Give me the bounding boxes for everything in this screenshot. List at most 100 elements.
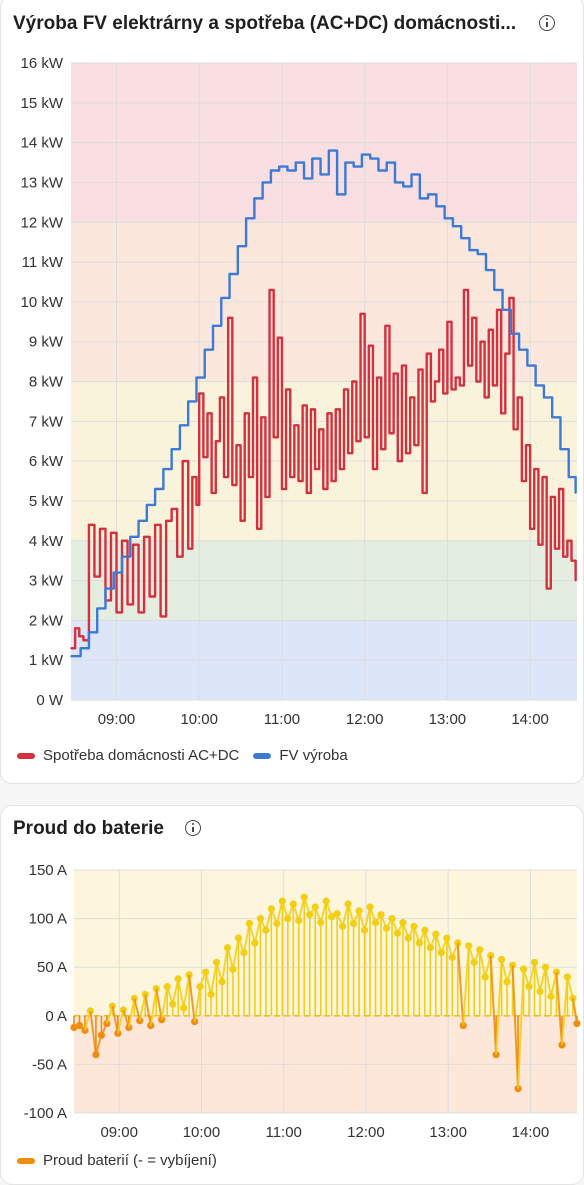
data-point-pv bbox=[567, 476, 570, 478]
data-point-battery bbox=[125, 1023, 133, 1032]
data-point-consumption bbox=[154, 524, 156, 526]
data-point-consumption bbox=[562, 555, 565, 558]
y-tick-label: 0 A bbox=[45, 1008, 67, 1025]
data-point-pv bbox=[394, 181, 396, 184]
y-tick-label: 16 kW bbox=[20, 55, 63, 72]
data-point-consumption bbox=[82, 639, 85, 642]
data-point-battery bbox=[404, 934, 413, 942]
legend-item-consumption[interactable]: Spotřeba domácnosti AC+DC bbox=[17, 747, 239, 764]
data-point-pv bbox=[361, 153, 363, 156]
data-point-pv bbox=[460, 237, 462, 239]
data-point-consumption bbox=[334, 408, 337, 411]
data-point-pv bbox=[162, 468, 165, 470]
y-tick-label: -100 A bbox=[24, 1105, 67, 1122]
data-point-consumption bbox=[99, 528, 101, 530]
data-point-consumption bbox=[277, 336, 279, 339]
data-point-consumption bbox=[570, 559, 573, 562]
y-tick-label: 3 kW bbox=[29, 573, 64, 590]
data-point-consumption bbox=[318, 428, 320, 431]
data-point-pv bbox=[574, 492, 577, 494]
series-segment bbox=[149, 988, 158, 1026]
data-point-consumption bbox=[496, 309, 498, 311]
data-point-battery bbox=[262, 926, 270, 934]
x-tick-label: 12:00 bbox=[347, 1124, 385, 1141]
series-segment bbox=[193, 986, 202, 1022]
data-point-consumption bbox=[248, 476, 250, 478]
x-tick-label: 14:00 bbox=[512, 1124, 550, 1141]
series-segment bbox=[533, 962, 541, 992]
data-point-consumption bbox=[438, 348, 440, 351]
data-point-consumption bbox=[260, 416, 263, 419]
data-point-consumption bbox=[301, 404, 304, 407]
y-tick-label: 1 kW bbox=[29, 652, 64, 669]
data-point-pv bbox=[369, 157, 371, 160]
legend-swatch-battery bbox=[17, 1157, 35, 1164]
data-point-consumption bbox=[214, 440, 217, 443]
data-point-pv bbox=[385, 161, 388, 164]
data-point-consumption bbox=[115, 611, 118, 614]
data-point-pv bbox=[510, 332, 512, 335]
data-point-consumption bbox=[326, 412, 329, 415]
data-point-consumption bbox=[289, 476, 292, 478]
series-segment bbox=[232, 937, 240, 970]
series-segment bbox=[127, 998, 136, 1028]
data-point-battery bbox=[229, 965, 237, 973]
data-point-consumption bbox=[143, 535, 145, 538]
data-point-consumption bbox=[434, 380, 436, 383]
data-point-pv bbox=[501, 309, 504, 311]
data-point-consumption bbox=[487, 328, 490, 331]
data-point-consumption bbox=[533, 468, 536, 470]
data-point-consumption bbox=[479, 340, 482, 343]
energy-chart-card: Výroba FV elektrárny a spotřeba (AC+DC) … bbox=[0, 0, 584, 784]
data-point-consumption bbox=[314, 468, 316, 470]
data-point-consumption bbox=[355, 440, 358, 443]
legend-item-battery[interactable]: Proud baterií (- = vybíjení) bbox=[17, 1152, 217, 1169]
data-point-consumption bbox=[285, 388, 287, 391]
data-point-pv bbox=[336, 193, 338, 196]
data-point-battery bbox=[218, 978, 226, 986]
data-point-battery bbox=[103, 1019, 111, 1028]
data-point-consumption bbox=[471, 317, 474, 319]
data-point-consumption bbox=[425, 352, 428, 355]
legend-label-battery: Proud baterií (- = vybíjení) bbox=[43, 1152, 217, 1169]
data-point-pv bbox=[228, 273, 231, 275]
data-point-consumption bbox=[256, 528, 258, 530]
data-point-pv bbox=[237, 245, 239, 247]
data-point-battery bbox=[191, 1018, 199, 1026]
data-point-consumption bbox=[330, 480, 333, 482]
data-point-consumption bbox=[70, 647, 72, 650]
data-point-pv bbox=[551, 416, 553, 419]
y-tick-label: 5 kW bbox=[29, 493, 64, 510]
info-circle-icon[interactable] bbox=[185, 820, 201, 836]
series-segment bbox=[155, 988, 163, 1020]
series-segment bbox=[111, 1005, 119, 1034]
data-point-pv bbox=[352, 165, 355, 168]
legend-swatch-consumption bbox=[17, 752, 35, 759]
data-point-consumption bbox=[219, 396, 221, 399]
data-point-pv bbox=[435, 205, 438, 208]
data-point-pv bbox=[70, 655, 72, 658]
data-point-battery bbox=[273, 919, 281, 928]
data-point-consumption bbox=[516, 396, 519, 399]
data-point-pv bbox=[328, 149, 330, 152]
data-point-consumption bbox=[148, 595, 151, 598]
legend-item-pv[interactable]: FV výroba bbox=[253, 747, 348, 764]
data-point-pv bbox=[493, 289, 496, 291]
data-point-pv bbox=[443, 217, 446, 220]
legend-label-consumption: Spotřeba domácnosti AC+DC bbox=[43, 747, 240, 764]
data-point-consumption bbox=[372, 468, 374, 470]
data-point-consumption bbox=[384, 324, 387, 327]
y-tick-label: 9 kW bbox=[29, 334, 64, 351]
y-tick-label: 6 kW bbox=[29, 453, 64, 470]
data-point-pv bbox=[303, 177, 305, 180]
series-segment bbox=[341, 903, 350, 927]
data-point-battery bbox=[349, 919, 358, 928]
data-point-battery bbox=[141, 990, 149, 999]
legend-swatch-pv bbox=[253, 752, 272, 759]
data-point-pv bbox=[137, 520, 140, 522]
data-point-consumption bbox=[368, 344, 370, 347]
data-point-pv bbox=[294, 161, 297, 164]
data-point-battery bbox=[393, 929, 402, 937]
y-tick-label: 11 kW bbox=[22, 254, 64, 271]
info-circle-icon[interactable] bbox=[539, 15, 555, 31]
